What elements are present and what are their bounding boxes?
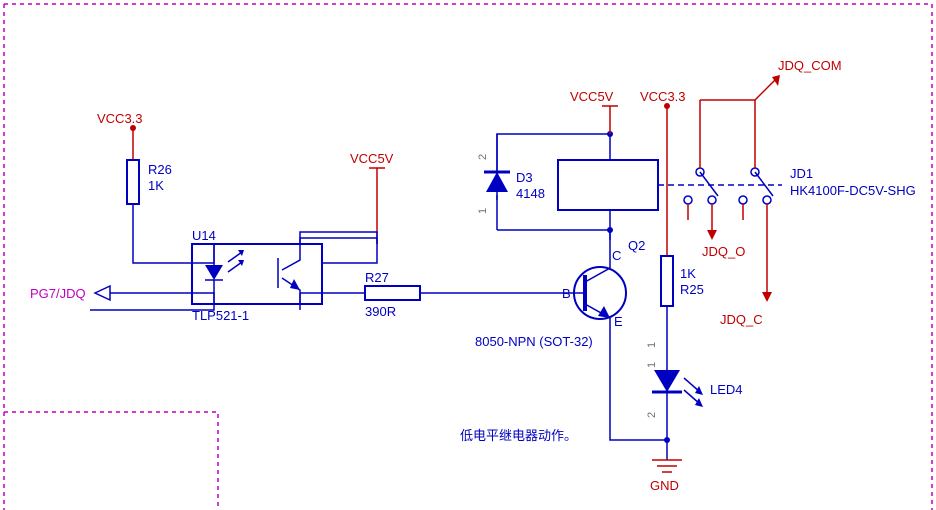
svg-text:VCC3.3: VCC3.3 <box>97 111 143 126</box>
svg-text:2: 2 <box>477 154 489 160</box>
svg-text:JD1: JD1 <box>790 166 813 181</box>
net-vcc5v-relay: VCC5V <box>570 89 618 134</box>
svg-text:2: 2 <box>646 412 658 418</box>
svg-text:4148: 4148 <box>516 186 545 201</box>
svg-text:B: B <box>562 286 571 301</box>
svg-text:1K: 1K <box>680 266 696 281</box>
component-r27: R27 390R <box>365 270 420 319</box>
component-jd1-contacts: JD1 HK4100F-DC5V-SHG <box>658 166 916 204</box>
svg-text:VCC3.3: VCC3.3 <box>640 89 686 104</box>
svg-text:R26: R26 <box>148 162 172 177</box>
net-gnd: GND <box>650 460 682 493</box>
svg-text:R25: R25 <box>680 282 704 297</box>
svg-text:Q2: Q2 <box>628 238 645 253</box>
svg-text:LED4: LED4 <box>710 382 743 397</box>
svg-text:D3: D3 <box>516 170 533 185</box>
component-u14: U14 TLP521-1 <box>192 228 322 323</box>
svg-text:JDQ_O: JDQ_O <box>702 244 745 259</box>
schematic-canvas: PG7/JDQ VCC3.3 R26 1K U14 TLP521-1 <box>0 0 936 510</box>
component-jd1-coil <box>558 131 658 240</box>
svg-text:390R: 390R <box>365 304 396 319</box>
component-d3: D3 4148 1 2 <box>477 134 610 230</box>
svg-text:JDQ_C: JDQ_C <box>720 312 763 327</box>
port-pg7-jdq: PG7/JDQ <box>30 286 192 301</box>
svg-text:8050-NPN (SOT-32): 8050-NPN (SOT-32) <box>475 334 593 349</box>
svg-text:1: 1 <box>646 362 658 368</box>
schematic-note: 低电平继电器动作。 <box>460 428 577 443</box>
svg-text:1: 1 <box>477 208 489 214</box>
net-vcc33-led: VCC3.3 <box>640 89 686 256</box>
svg-text:R27: R27 <box>365 270 389 285</box>
wire-u14-anode <box>192 244 214 263</box>
component-r25: 1K R25 1 <box>646 256 704 352</box>
svg-text:GND: GND <box>650 478 679 493</box>
svg-text:VCC5V: VCC5V <box>570 89 614 104</box>
svg-text:E: E <box>614 314 623 329</box>
wire-u14-cathode <box>192 293 214 304</box>
wire-emitter-gnd <box>610 340 667 440</box>
svg-text:C: C <box>612 248 621 263</box>
svg-text:VCC5V: VCC5V <box>350 151 394 166</box>
svg-text:1: 1 <box>646 342 658 348</box>
frame-inner <box>4 412 218 510</box>
port-pg7-jdq-label: PG7/JDQ <box>30 286 86 301</box>
net-vcc5v-opto: VCC5V <box>350 151 394 244</box>
svg-text:U14: U14 <box>192 228 216 243</box>
svg-text:1K: 1K <box>148 178 164 193</box>
component-r26: R26 1K <box>127 160 192 263</box>
svg-text:JDQ_COM: JDQ_COM <box>778 58 842 73</box>
svg-text:HK4100F-DC5V-SHG: HK4100F-DC5V-SHG <box>790 183 916 198</box>
net-vcc33-left: VCC3.3 <box>97 111 143 160</box>
component-led4: LED4 1 2 <box>646 352 743 440</box>
